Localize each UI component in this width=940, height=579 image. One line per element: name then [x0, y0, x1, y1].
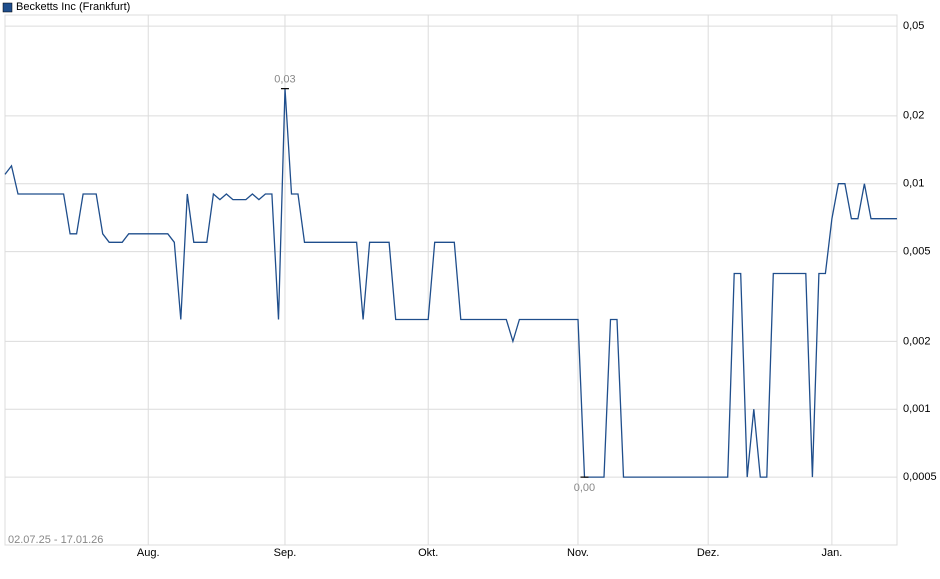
x-tick-label: Okt.: [418, 547, 438, 559]
y-tick-label: 0,001: [903, 403, 931, 415]
x-tick-label: Sep.: [274, 547, 297, 559]
value-label: 0,03: [274, 74, 295, 86]
x-tick-label: Dez.: [697, 547, 720, 559]
value-label: 0,00: [574, 482, 595, 494]
y-tick-label: 0,002: [903, 335, 931, 347]
y-tick-label: 0,0005: [903, 471, 937, 483]
price-line: [4, 88, 897, 478]
y-tick-label: 0,02: [903, 110, 924, 122]
plot-frame: [4, 14, 898, 546]
x-tick-label: Aug.: [137, 547, 160, 559]
y-tick-label: 0,05: [903, 20, 924, 32]
x-tick-label: Nov.: [567, 547, 589, 559]
date-range: 02.07.25 - 17.01.26: [8, 534, 103, 546]
legend-swatch: [2, 2, 13, 13]
y-tick-label: 0,01: [903, 178, 924, 190]
x-tick-label: Jan.: [821, 547, 842, 559]
legend-label: Becketts Inc (Frankfurt): [16, 1, 130, 13]
y-tick-label: 0,005: [903, 246, 931, 258]
